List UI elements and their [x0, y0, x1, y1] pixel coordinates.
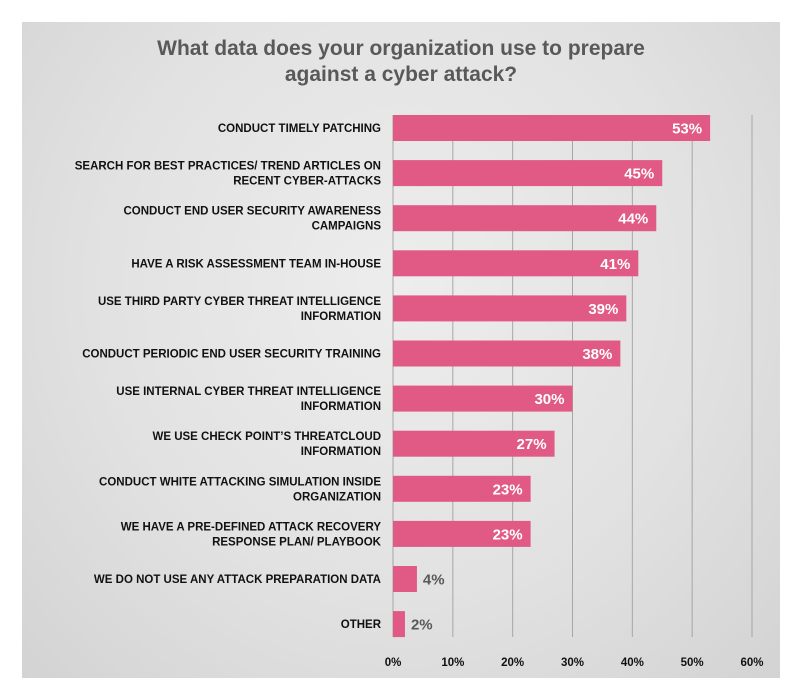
bar [393, 205, 657, 232]
bars [393, 115, 711, 638]
bar [393, 475, 531, 502]
category-label: WE HAVE A PRE-DEFINED ATTACK RECOVERY RES… [121, 521, 382, 548]
category-label-line: USE INTERNAL CYBER THREAT INTELLIGENCE [116, 386, 381, 398]
category-label: SEARCH FOR BEST PRACTICES/ TREND ARTICLE… [75, 161, 382, 188]
x-tick-label: 50% [681, 657, 704, 669]
category-label-line: CONDUCT PERIODIC END USER SECURITY TRAIN… [82, 349, 381, 361]
category-label-line: WE DO NOT USE ANY ATTACK PREPARATION DAT… [94, 574, 381, 586]
bar [393, 160, 663, 187]
bar-value-label: 45% [624, 166, 654, 183]
bar-value-label: 30% [534, 391, 564, 408]
category-label: CONDUCT WHITE ATTACKING SIMULATION INSID… [99, 476, 381, 503]
bar-value-label: 38% [582, 346, 612, 363]
category-label: CONDUCT END USER SECURITY AWARENESS CAMPA… [123, 206, 381, 233]
category-label-line: OTHER [341, 619, 382, 631]
chart-title: What data does your organization use to … [22, 36, 780, 88]
category-label-line: INFORMATION [301, 401, 381, 413]
chart-title-line-2: against a cyber attack? [284, 63, 518, 86]
category-label: OTHER [341, 619, 382, 631]
category-label-line: HAVE A RISK ASSESSMENT TEAM IN-HOUSE [131, 258, 381, 270]
bar [393, 250, 639, 277]
bar [393, 566, 417, 592]
category-label-line: SEARCH FOR BEST PRACTICES/ TREND ARTICLE… [75, 161, 381, 173]
x-tick-label: 60% [740, 657, 763, 669]
bar [393, 611, 405, 638]
category-label-line: CONDUCT WHITE ATTACKING SIMULATION INSID… [99, 476, 381, 488]
category-label-line: WE HAVE A PRE-DEFINED ATTACK RECOVERY [121, 521, 382, 533]
category-label-line: WE USE CHECK POINT’S THREATCLOUD [152, 431, 381, 443]
bar-value-label: 39% [588, 301, 618, 318]
gridlines [392, 115, 753, 637]
x-tick-label: 20% [501, 657, 524, 669]
chart-title-line-1: What data does your organization use to … [157, 37, 645, 60]
category-label-line: RESPONSE PLAN/ PLAYBOOK [212, 536, 382, 548]
category-label: USE INTERNAL CYBER THREAT INTELLIGENCE IN… [116, 386, 381, 413]
bar-value-label: 2% [411, 617, 433, 634]
bar-value-label: 23% [493, 526, 523, 543]
bar-value-label: 4% [423, 572, 445, 589]
category-label: WE DO NOT USE ANY ATTACK PREPARATION DAT… [94, 574, 381, 586]
x-tick-label: 30% [561, 657, 584, 669]
bar-value-label: 23% [493, 481, 523, 498]
bar [393, 115, 711, 141]
category-labels: CONDUCT TIMELY PATCHING SEARCH FOR BEST P… [75, 123, 382, 631]
bar [393, 385, 573, 412]
category-label: WE USE CHECK POINT’S THREATCLOUD INFORMAT… [152, 431, 381, 458]
category-label-line: INFORMATION [301, 311, 381, 323]
bar-value-label: 27% [517, 436, 547, 453]
bar-value-label: 44% [618, 211, 648, 228]
bar-value-label: 53% [672, 121, 702, 138]
category-label: HAVE A RISK ASSESSMENT TEAM IN-HOUSE [131, 258, 381, 270]
category-label-line: CAMPAIGNS [312, 221, 382, 233]
category-label-line: ORGANIZATION [293, 491, 381, 503]
x-tick-label: 0% [385, 657, 402, 669]
category-label: CONDUCT TIMELY PATCHING [218, 123, 381, 135]
category-label-line: RECENT CYBER-ATTACKS [233, 176, 381, 188]
x-tick-label: 40% [621, 657, 644, 669]
category-label: USE THIRD PARTY CYBER THREAT INTELLIGENC… [98, 296, 381, 323]
value-labels: 53% 45% 44% 41% 39% 38% 30% 27% 23% 23% 4% 2% [411, 121, 702, 634]
x-tick-label: 10% [441, 657, 464, 669]
x-axis-tick-labels: 0% 10% 20% 30% 40% 50% 60% [385, 657, 764, 669]
bar [393, 340, 621, 367]
bar [393, 430, 555, 457]
category-label-line: USE THIRD PARTY CYBER THREAT INTELLIGENC… [98, 296, 381, 308]
category-label: CONDUCT PERIODIC END USER SECURITY TRAIN… [82, 349, 381, 361]
category-label-line: INFORMATION [301, 446, 381, 458]
category-label-line: CONDUCT END USER SECURITY AWARENESS [123, 206, 381, 218]
category-label-line: CONDUCT TIMELY PATCHING [218, 123, 381, 135]
bar-value-label: 41% [600, 256, 630, 273]
bar [393, 520, 531, 547]
bar [393, 295, 627, 322]
